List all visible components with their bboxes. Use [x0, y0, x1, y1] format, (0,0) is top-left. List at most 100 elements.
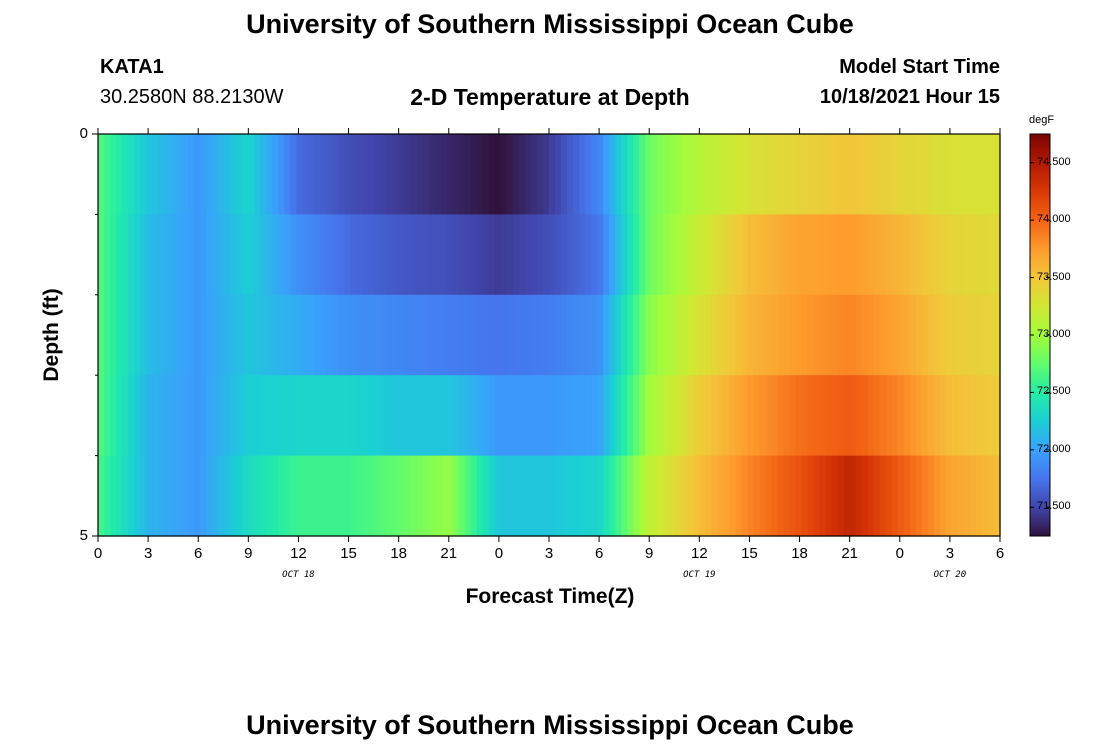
heatmap-cell [771, 214, 779, 296]
heatmap-cell [500, 214, 508, 296]
heatmap-cell [891, 214, 899, 296]
heatmap-cell [380, 214, 388, 296]
heatmap-cell [164, 134, 171, 215]
heatmap-cell [645, 214, 652, 296]
heatmap-cell [290, 134, 298, 215]
heatmap-cell [633, 294, 640, 376]
heatmap-cell [320, 294, 328, 376]
heatmap-cell [410, 134, 418, 215]
heatmap-cell [579, 134, 586, 215]
heatmap-cell [861, 455, 869, 537]
heatmap-cell [735, 294, 743, 376]
heatmap-cell [392, 455, 400, 537]
heatmap-cell [212, 455, 219, 537]
heatmap-cell [368, 214, 376, 296]
heatmap-cell [687, 375, 694, 457]
heatmap-cell [897, 294, 905, 376]
heatmap-cell [849, 455, 857, 537]
heatmap-cell [933, 214, 941, 296]
heatmap-cell [825, 134, 833, 215]
heatmap-cell [777, 455, 785, 537]
heatmap-cell [500, 134, 508, 215]
heatmap-cell [386, 375, 394, 457]
heatmap-cell [284, 214, 292, 296]
heatmap-cell [759, 214, 767, 296]
heatmap-cell [404, 375, 412, 457]
heatmap-cell [422, 455, 430, 537]
heatmap-cell [536, 455, 544, 537]
heatmap-cell [723, 294, 730, 376]
heatmap-cell [428, 455, 436, 537]
heatmap-cell [536, 214, 544, 296]
colorbar-tick-label: 73.500 [1037, 270, 1071, 283]
heatmap-cell [735, 134, 743, 215]
heatmap-cell [392, 134, 400, 215]
heatmap-cell [482, 134, 490, 215]
heatmap-cell [194, 134, 201, 215]
x-tick-label: 9 [645, 545, 654, 562]
heatmap-cell [957, 134, 965, 215]
heatmap-cell [386, 134, 394, 215]
heatmap-cell [230, 294, 237, 376]
heatmap-cell [927, 214, 935, 296]
heatmap-cell [675, 214, 682, 296]
station-coordinates: 30.2580N 88.2130W [100, 86, 284, 108]
heatmap-cell [230, 455, 237, 537]
heatmap-cell [603, 455, 610, 537]
heatmap-cell [416, 294, 424, 376]
heatmap-cell [512, 134, 520, 215]
heatmap-cell [783, 214, 791, 296]
heatmap-cell [909, 134, 917, 215]
heatmap-cell [885, 375, 893, 457]
heatmap-cell [290, 214, 298, 296]
heatmap-cell [344, 134, 352, 215]
heatmap-cell [404, 294, 412, 376]
heatmap-cell [855, 455, 863, 537]
heatmap-cell [981, 294, 989, 376]
heatmap-cell [825, 294, 833, 376]
heatmap-cell [657, 134, 664, 215]
heatmap-cell [356, 375, 364, 457]
heatmap-cell [530, 375, 538, 457]
heatmap-cell [573, 455, 580, 537]
x-tick-label: 18 [791, 545, 808, 562]
heatmap-cell [230, 375, 237, 457]
heatmap-cell [272, 214, 279, 296]
heatmap-cell [422, 375, 430, 457]
heatmap-cell [627, 214, 634, 296]
heatmap-cell [759, 294, 767, 376]
x-tick-label: 6 [594, 545, 604, 562]
heatmap-cell [807, 134, 815, 215]
heatmap-cell [729, 375, 737, 457]
heatmap-cell [362, 375, 370, 457]
heatmap-cell [819, 134, 827, 215]
heatmap-cell [867, 294, 875, 376]
heatmap-cell [422, 214, 430, 296]
heatmap-cell [801, 214, 809, 296]
heatmap-cell [206, 214, 213, 296]
heatmap-cell [885, 214, 893, 296]
heatmap-cell [170, 134, 177, 215]
heatmap-cell [987, 294, 995, 376]
heatmap-cell [735, 455, 743, 537]
heatmap-cell [398, 214, 406, 296]
heatmap-cell [699, 455, 706, 537]
heatmap-cell [326, 134, 334, 215]
heatmap-cell [182, 455, 189, 537]
heatmap-cell [398, 375, 406, 457]
heatmap-cell [795, 294, 803, 376]
heatmap-cell [705, 134, 712, 215]
x-axis-label: Forecast Time(Z) [465, 585, 635, 608]
heatmap-cell [753, 375, 761, 457]
heatmap-cell [350, 455, 358, 537]
heatmap-cell [789, 455, 797, 537]
heatmap-cell [302, 455, 310, 537]
heatmap-cell [927, 375, 935, 457]
heatmap-cell [975, 214, 983, 296]
heatmap-cell [506, 134, 514, 215]
heatmap-cell [639, 455, 646, 537]
heatmap-cell [482, 214, 490, 296]
heatmap-cell [951, 375, 959, 457]
heatmap-cell [873, 455, 881, 537]
heatmap-cell [951, 455, 959, 537]
